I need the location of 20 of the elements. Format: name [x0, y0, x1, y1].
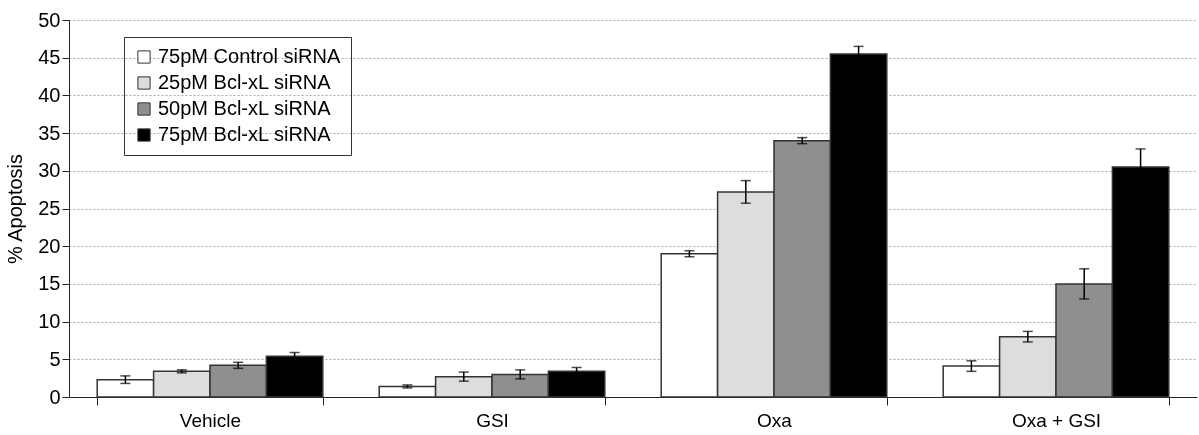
x-tick-label: Oxa + GSI: [1011, 409, 1102, 431]
y-tick-label: 50: [38, 8, 61, 31]
x-tick-label: Vehicle: [179, 409, 242, 431]
legend-label: 50pM Bcl-xL siRNA: [158, 97, 332, 119]
y-tick-label: 30: [38, 159, 61, 182]
y-tick-label: 40: [38, 83, 61, 106]
legend-label: 75pM Control siRNA: [158, 45, 341, 67]
legend-label: 75pM Bcl-xL siRNA: [158, 123, 332, 145]
y-tick-label: 5: [49, 347, 61, 370]
y-tick-label: 15: [38, 272, 61, 295]
y-axis-title: % Apoptosis: [4, 153, 27, 265]
x-tick-label: GSI: [476, 409, 509, 431]
y-tick-label: 0: [49, 385, 61, 408]
legend-label: 25pM Bcl-xL siRNA: [158, 71, 332, 93]
x-tick-label: Oxa: [757, 409, 793, 431]
y-tick-label: 25: [38, 197, 61, 219]
y-tick-label: 45: [38, 46, 61, 69]
y-tick-label: 20: [38, 234, 61, 257]
y-tick-label: 10: [38, 310, 61, 333]
y-tick-label: 35: [38, 121, 61, 144]
